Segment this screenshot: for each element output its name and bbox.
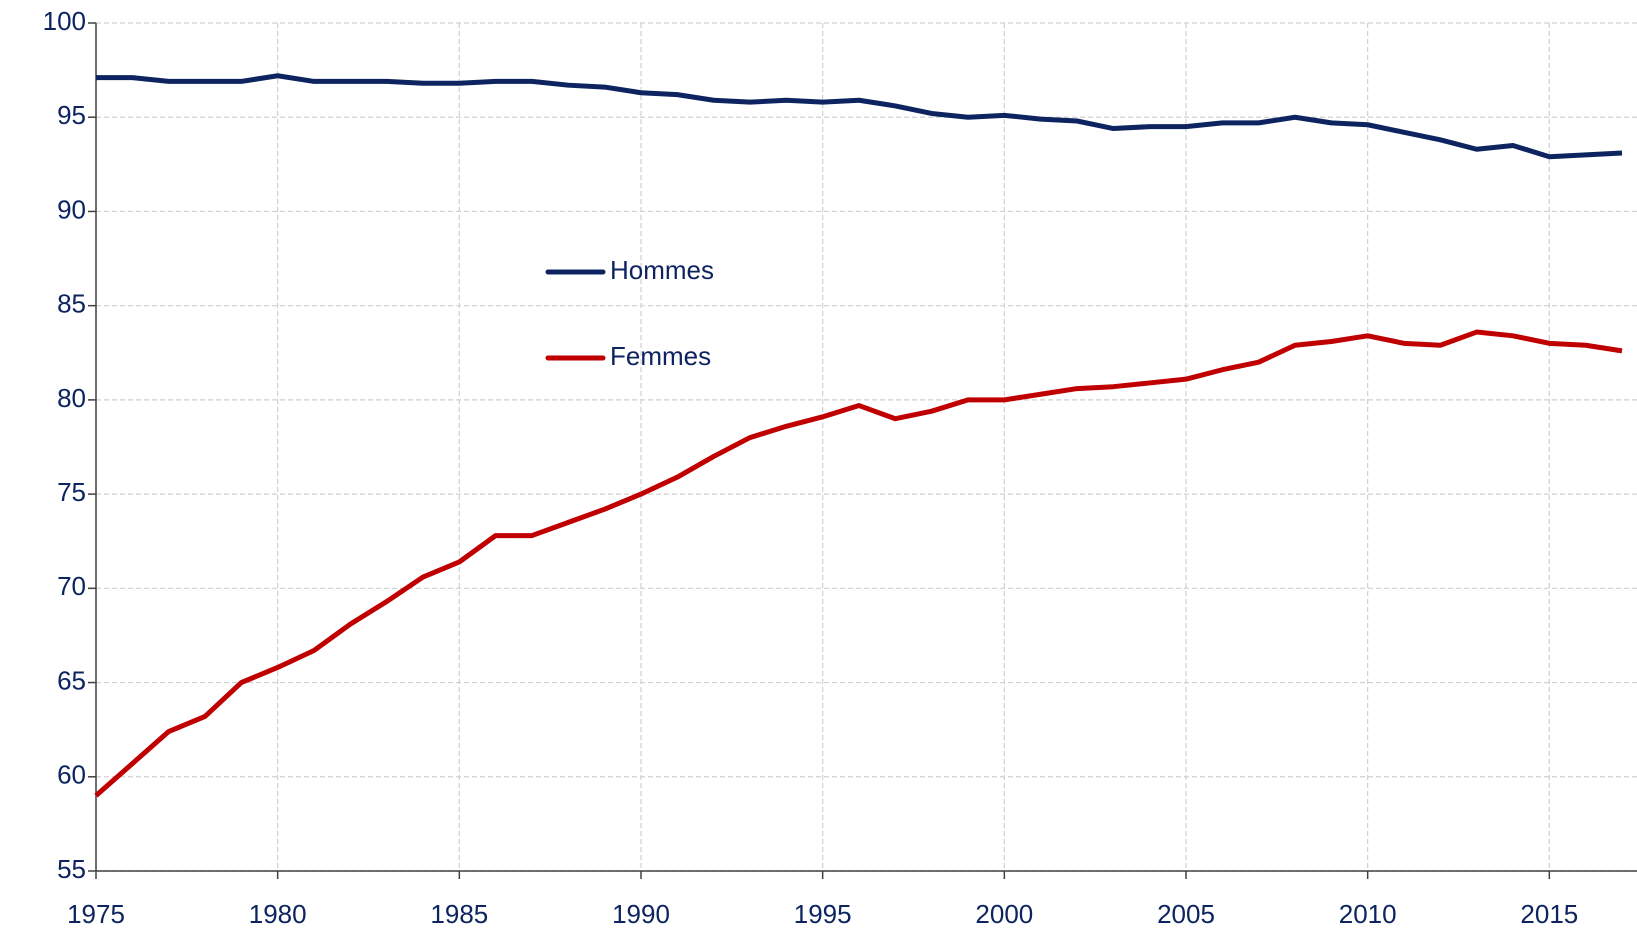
legend-label: Hommes <box>610 255 714 285</box>
y-tick-label: 90 <box>57 194 86 224</box>
x-tick-label: 1985 <box>430 899 488 929</box>
y-tick-label: 65 <box>57 665 86 695</box>
y-tick-label: 80 <box>57 383 86 413</box>
y-tick-label: 60 <box>57 760 86 790</box>
x-tick-label: 1995 <box>794 899 852 929</box>
line-series <box>94 329 1623 798</box>
x-tick-label: 2005 <box>1157 899 1215 929</box>
y-tick-label: 100 <box>43 6 86 36</box>
x-tick-label: 1975 <box>67 899 125 929</box>
legend-label: Femmes <box>610 341 711 371</box>
x-tick-label: 1990 <box>612 899 670 929</box>
line-series <box>96 73 1623 160</box>
y-tick-label: 75 <box>57 477 86 507</box>
x-tick-label: 2010 <box>1339 899 1397 929</box>
x-tick-label: 1980 <box>249 899 307 929</box>
x-tick-label: 2000 <box>975 899 1033 929</box>
y-tick-label: 85 <box>57 289 86 319</box>
y-tick-label: 55 <box>57 854 86 884</box>
y-tick-label: 95 <box>57 100 86 130</box>
y-tick-label: 70 <box>57 571 86 601</box>
x-tick-label: 2015 <box>1520 899 1578 929</box>
